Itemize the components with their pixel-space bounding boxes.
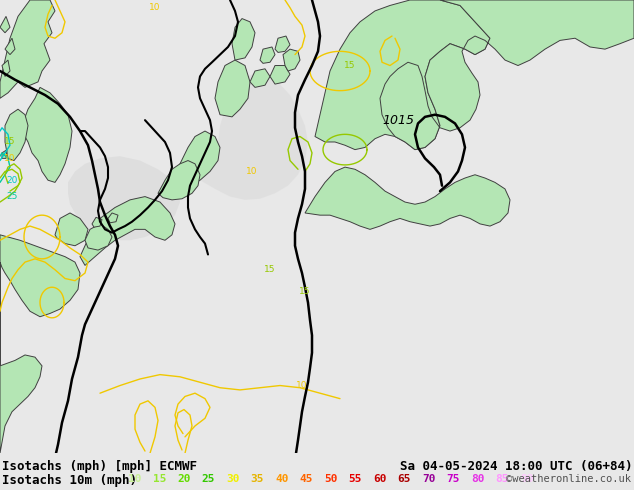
Polygon shape xyxy=(5,38,15,54)
Text: 50: 50 xyxy=(324,474,337,484)
Polygon shape xyxy=(2,149,7,158)
Text: 70: 70 xyxy=(422,474,436,484)
Text: 15: 15 xyxy=(153,474,166,484)
Polygon shape xyxy=(68,156,180,240)
Polygon shape xyxy=(305,167,510,229)
Text: 80: 80 xyxy=(471,474,484,484)
Text: 30: 30 xyxy=(226,474,240,484)
Polygon shape xyxy=(175,131,220,186)
Text: 10: 10 xyxy=(4,154,16,163)
Text: 15: 15 xyxy=(4,138,16,147)
Text: 65: 65 xyxy=(398,474,411,484)
Polygon shape xyxy=(0,235,80,366)
Polygon shape xyxy=(270,66,290,84)
Text: 15: 15 xyxy=(299,287,311,296)
Text: 55: 55 xyxy=(349,474,362,484)
Polygon shape xyxy=(92,218,102,227)
Text: Sa 04-05-2024 18:00 UTC (06+84): Sa 04-05-2024 18:00 UTC (06+84) xyxy=(399,460,632,473)
Text: 1015: 1015 xyxy=(382,114,414,126)
Polygon shape xyxy=(0,0,55,98)
Text: 10: 10 xyxy=(246,167,258,176)
Text: 35: 35 xyxy=(250,474,264,484)
Text: ©weatheronline.co.uk: ©weatheronline.co.uk xyxy=(506,474,631,484)
Polygon shape xyxy=(260,47,275,63)
Polygon shape xyxy=(250,69,270,87)
Text: 90: 90 xyxy=(520,474,533,484)
Polygon shape xyxy=(380,0,634,149)
Text: 10: 10 xyxy=(128,474,141,484)
Text: 40: 40 xyxy=(275,474,288,484)
Polygon shape xyxy=(283,49,300,71)
Polygon shape xyxy=(215,60,250,117)
Polygon shape xyxy=(315,0,490,149)
Text: Isotachs 10m (mph): Isotachs 10m (mph) xyxy=(2,474,137,487)
Text: Isotachs (mph) [mph] ECMWF: Isotachs (mph) [mph] ECMWF xyxy=(2,460,197,473)
Polygon shape xyxy=(158,161,200,200)
Text: 10: 10 xyxy=(149,3,161,12)
Polygon shape xyxy=(55,213,88,246)
Polygon shape xyxy=(200,73,308,200)
Text: 25: 25 xyxy=(202,474,215,484)
Polygon shape xyxy=(80,196,175,266)
Text: 15: 15 xyxy=(344,61,356,70)
Text: 25: 25 xyxy=(6,192,18,201)
Text: 10: 10 xyxy=(296,381,307,390)
Text: 75: 75 xyxy=(446,474,460,484)
Polygon shape xyxy=(0,355,42,453)
Text: 15: 15 xyxy=(264,265,276,274)
Text: 20: 20 xyxy=(6,176,18,185)
Polygon shape xyxy=(5,109,28,161)
Polygon shape xyxy=(275,36,290,52)
Polygon shape xyxy=(2,60,10,76)
Polygon shape xyxy=(108,213,118,223)
Text: 45: 45 xyxy=(299,474,313,484)
Text: 20: 20 xyxy=(177,474,190,484)
Polygon shape xyxy=(85,224,112,250)
Text: 85: 85 xyxy=(496,474,509,484)
Text: 60: 60 xyxy=(373,474,387,484)
Polygon shape xyxy=(0,16,10,33)
Polygon shape xyxy=(232,19,255,60)
Polygon shape xyxy=(22,87,72,182)
